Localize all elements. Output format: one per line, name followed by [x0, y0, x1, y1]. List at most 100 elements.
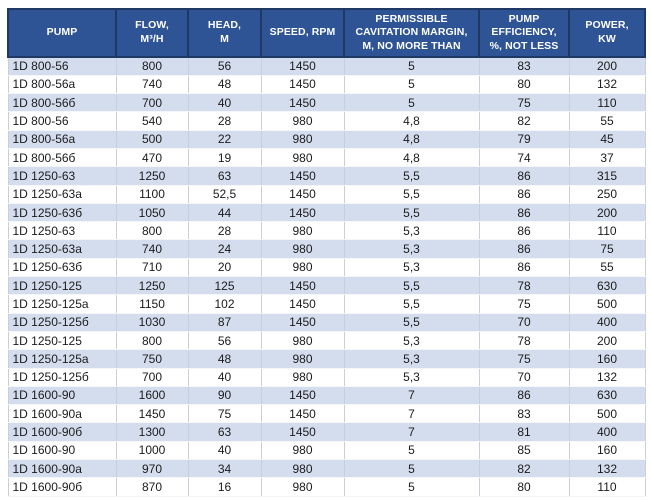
- value-cell: 5: [343, 93, 480, 113]
- value-cell: 75: [568, 239, 646, 259]
- value-cell: 70: [478, 312, 570, 332]
- value-cell: 700: [115, 93, 189, 113]
- value-cell: 1450: [260, 56, 345, 76]
- value-cell: 86: [478, 239, 570, 259]
- column-header-2: HEAD, M: [187, 8, 262, 58]
- value-cell: 5,3: [343, 257, 480, 278]
- value-cell: 86: [478, 385, 570, 406]
- value-cell: 48: [187, 74, 262, 95]
- value-cell: 56: [187, 56, 262, 76]
- table-row: 1D 800-56 800 56 1450 5 83 200: [7, 56, 646, 76]
- value-cell: 1100: [115, 184, 189, 204]
- value-cell: 5: [343, 459, 480, 479]
- value-cell: 5,3: [343, 349, 480, 369]
- value-cell: 63: [187, 166, 262, 186]
- pump-name-cell: 1D 1600-90: [7, 440, 117, 461]
- value-cell: 110: [568, 221, 646, 241]
- table-row: 1D 1250-125a 1150 102 1450 5,5 75 500: [7, 294, 646, 314]
- pump-name-cell: 1D 1250-125a: [7, 294, 117, 314]
- column-header-6: POWER, KW: [568, 8, 646, 58]
- pump-name-cell: 1D 1250-125: [7, 330, 117, 351]
- page: PUMP FLOW, M³/H HEAD, M SPEED, RPM PERMISSIB…: [7, 8, 646, 497]
- value-cell: 500: [568, 404, 646, 424]
- value-cell: 710: [115, 257, 189, 278]
- value-cell: 1450: [260, 422, 345, 442]
- table-row: 1D 1600-90a 1450 75 1450 7 83 500: [7, 404, 646, 424]
- pump-name-cell: 1D 1250-125a: [7, 349, 117, 369]
- table-row: 1D 1250-63б 710 20 980 5,3 86 55: [7, 257, 646, 278]
- value-cell: 500: [115, 129, 189, 149]
- value-cell: 90: [187, 385, 262, 406]
- value-cell: 5: [343, 74, 480, 95]
- value-cell: 1450: [260, 74, 345, 95]
- value-cell: 5,5: [343, 202, 480, 223]
- table-row: 1D 1250-63 800 28 980 5,3 86 110: [7, 221, 646, 241]
- value-cell: 102: [187, 294, 262, 314]
- value-cell: 40: [187, 440, 262, 461]
- value-cell: 5,3: [343, 221, 480, 241]
- value-cell: 5,3: [343, 367, 480, 387]
- value-cell: 1030: [115, 312, 189, 332]
- value-cell: 1450: [260, 312, 345, 332]
- pump-name-cell: 1D 1250-125б: [7, 312, 117, 332]
- value-cell: 78: [478, 330, 570, 351]
- value-cell: 7: [343, 385, 480, 406]
- value-cell: 400: [568, 312, 646, 332]
- pump-name-cell: 1D 1600-90б: [7, 422, 117, 442]
- pump-name-cell: 1D 1250-63a: [7, 184, 117, 204]
- value-cell: 56: [187, 330, 262, 351]
- value-cell: 86: [478, 257, 570, 278]
- value-cell: 78: [478, 276, 570, 296]
- value-cell: 200: [568, 330, 646, 351]
- value-cell: 45: [568, 129, 646, 149]
- value-cell: 980: [260, 367, 345, 387]
- value-cell: 80: [478, 74, 570, 95]
- value-cell: 5,5: [343, 276, 480, 296]
- table-row: 1D 800-56б 470 19 980 4,8 74 37: [7, 147, 646, 168]
- table-row: 1D 1600-90a 970 34 980 5 82 132: [7, 459, 646, 479]
- value-cell: 110: [568, 93, 646, 113]
- column-header-0: PUMP: [7, 8, 117, 58]
- table-row: 1D 1250-63a 740 24 980 5,3 86 75: [7, 239, 646, 259]
- value-cell: 86: [478, 202, 570, 223]
- pump-name-cell: 1D 1600-90б: [7, 477, 117, 497]
- table-row: 1D 800-56б 700 40 1450 5 75 110: [7, 93, 646, 113]
- value-cell: 1600: [115, 385, 189, 406]
- value-cell: 980: [260, 221, 345, 241]
- value-cell: 80: [478, 477, 570, 497]
- value-cell: 1300: [115, 422, 189, 442]
- value-cell: 1450: [115, 404, 189, 424]
- value-cell: 1150: [115, 294, 189, 314]
- pump-name-cell: 1D 800-56б: [7, 147, 117, 168]
- value-cell: 800: [115, 330, 189, 351]
- value-cell: 63: [187, 422, 262, 442]
- value-cell: 5: [343, 56, 480, 76]
- table-body: 1D 800-56 800 56 1450 5 83 200 1D 800-56a 740 48 1…: [7, 56, 646, 497]
- pump-name-cell: 1D 800-56б: [7, 93, 117, 113]
- value-cell: 400: [568, 422, 646, 442]
- value-cell: 980: [260, 349, 345, 369]
- table-row: 1D 1600-90 1000 40 980 5 85 160: [7, 440, 646, 461]
- value-cell: 4,8: [343, 129, 480, 149]
- pump-name-cell: 1D 800-56a: [7, 129, 117, 149]
- value-cell: 1250: [115, 166, 189, 186]
- pump-name-cell: 1D 1250-63: [7, 221, 117, 241]
- value-cell: 75: [187, 404, 262, 424]
- table-row: 1D 800-56 540 28 980 4,8 82 55: [7, 111, 646, 131]
- value-cell: 630: [568, 385, 646, 406]
- table-header: PUMP FLOW, M³/H HEAD, M SPEED, RPM PERMISSIB…: [7, 8, 646, 58]
- value-cell: 980: [260, 239, 345, 259]
- value-cell: 5,5: [343, 294, 480, 314]
- value-cell: 700: [115, 367, 189, 387]
- pump-name-cell: 1D 800-56: [7, 111, 117, 131]
- value-cell: 1450: [260, 385, 345, 406]
- value-cell: 79: [478, 129, 570, 149]
- pump-name-cell: 1D 1250-125б: [7, 367, 117, 387]
- value-cell: 19: [187, 147, 262, 168]
- value-cell: 4,8: [343, 111, 480, 131]
- table-row: 1D 1250-63б 1050 44 1450 5,5 86 200: [7, 202, 646, 223]
- table-row: 1D 1600-90 1600 90 1450 7 86 630: [7, 385, 646, 406]
- value-cell: 1450: [260, 294, 345, 314]
- pump-name-cell: 1D 800-56a: [7, 74, 117, 95]
- pump-name-cell: 1D 800-56: [7, 56, 117, 76]
